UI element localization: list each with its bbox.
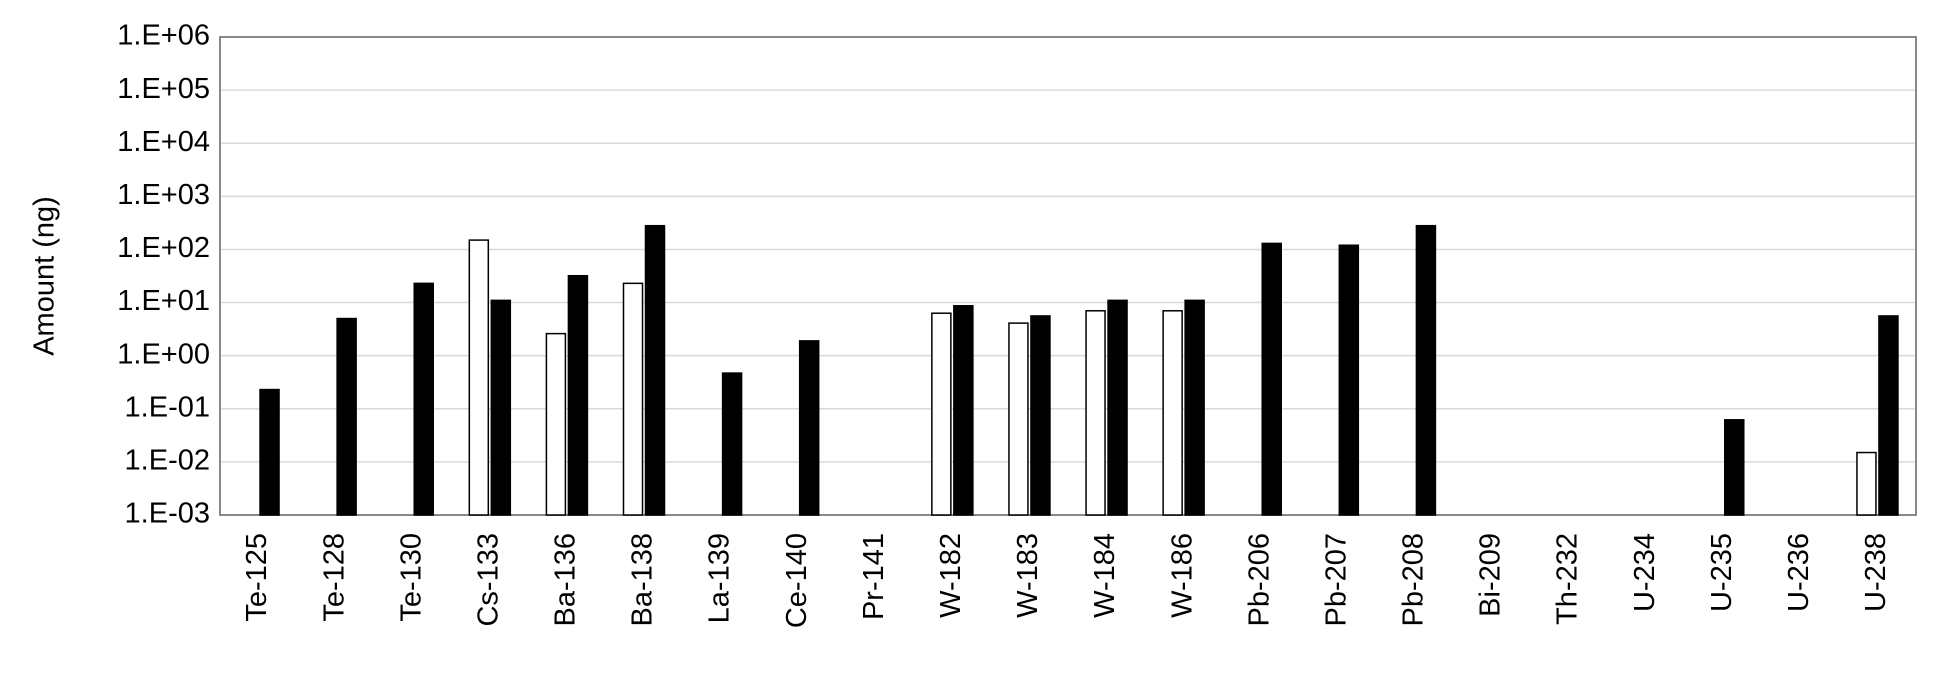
- bar: [953, 305, 974, 516]
- x-tick-label: La-139: [704, 533, 736, 623]
- bar: [1338, 244, 1360, 516]
- bar: [1008, 322, 1029, 516]
- bar: [1724, 419, 1745, 516]
- x-tick-label: U-235: [1706, 533, 1738, 612]
- bar: [567, 274, 589, 516]
- bar: [1107, 299, 1128, 516]
- x-tick-label: Te-130: [395, 533, 427, 622]
- x-tick-label: Th-232: [1552, 533, 1584, 625]
- y-axis-title: Amount (ng): [29, 196, 61, 356]
- bar: [1856, 451, 1877, 516]
- x-tick-label: Pb-208: [1398, 533, 1430, 627]
- bar: [336, 317, 357, 516]
- y-tick-label: 1.E-03: [125, 498, 210, 530]
- x-tick-label: Cs-133: [472, 533, 504, 627]
- x-tick-label: Pb-207: [1320, 533, 1352, 627]
- x-tick-label: Ba-136: [550, 533, 582, 627]
- y-tick-label: 1.E+00: [117, 338, 210, 370]
- x-tick-label: W-183: [1012, 533, 1044, 618]
- bar: [1184, 299, 1205, 516]
- x-tick-label: U-236: [1783, 533, 1815, 612]
- y-tick-label: 1.E+05: [117, 73, 210, 105]
- bar: [490, 299, 512, 516]
- bar: [259, 388, 280, 516]
- y-tick-label: 1.E-01: [125, 391, 210, 423]
- y-tick-label: 1.E+02: [117, 232, 210, 264]
- bar: [622, 282, 644, 516]
- bar: [1261, 242, 1282, 516]
- y-tick-label: 1.E-02: [125, 445, 210, 477]
- bar: [1415, 224, 1437, 516]
- x-tick-label: Pb-206: [1243, 533, 1275, 627]
- x-tick-label: Pr-141: [858, 533, 890, 620]
- bar: [468, 239, 490, 516]
- bar: [1085, 310, 1106, 516]
- bar: [1162, 310, 1183, 516]
- x-tick-label: Ba-138: [627, 533, 659, 627]
- bar: [931, 312, 952, 516]
- x-tick-label: U-234: [1629, 533, 1661, 612]
- x-tick-label: U-238: [1860, 533, 1892, 612]
- bar: [545, 332, 567, 516]
- x-tick-label: Te-125: [241, 533, 273, 622]
- x-tick-label: W-184: [1089, 533, 1121, 618]
- plot-border: [219, 36, 1917, 516]
- bar: [1030, 315, 1051, 516]
- y-tick-label: 1.E+03: [117, 179, 210, 211]
- x-tick-label: Bi-209: [1475, 533, 1507, 617]
- y-tick-label: 1.E+04: [117, 126, 210, 158]
- bar: [798, 340, 820, 516]
- x-tick-label: W-186: [1166, 533, 1198, 618]
- x-tick-label: Ce-140: [781, 533, 813, 628]
- x-tick-label: Te-128: [318, 533, 350, 622]
- x-tick-label: W-182: [935, 533, 967, 618]
- bar: [721, 372, 743, 516]
- bar: [1878, 315, 1899, 516]
- bar: [644, 224, 666, 516]
- y-tick-label: 1.E+06: [117, 20, 210, 52]
- bar: [413, 282, 434, 516]
- y-tick-label: 1.E+01: [117, 285, 210, 317]
